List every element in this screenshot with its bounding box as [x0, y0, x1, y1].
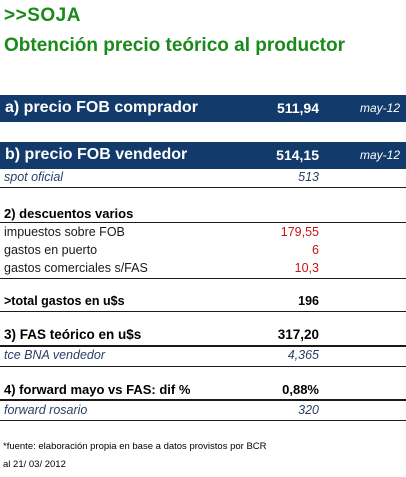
descuento-label: gastos comerciales s/FAS: [4, 261, 148, 275]
fas-value: 317,20: [277, 327, 319, 342]
list-item: gastos comerciales s/FAS 10,3: [0, 260, 406, 278]
divider: [0, 345, 406, 347]
forward-row: 4) forward mayo vs FAS: dif % 0,88%: [0, 381, 406, 399]
descuentos-title: 2) descuentos varios: [4, 206, 134, 221]
forward-value: 0,88%: [282, 382, 319, 397]
spot-label: spot oficial: [4, 170, 64, 184]
fob-vendedor-value: 514,15: [276, 147, 319, 163]
list-item: gastos en puerto 6: [0, 242, 406, 260]
footer-date: al 21/ 03/ 2012: [3, 459, 66, 470]
forward-label: 4) forward mayo vs FAS: dif %: [4, 382, 191, 397]
forward-rosario-value: 320: [298, 403, 319, 417]
page-subtitle: Obtención precio teórico al productor: [4, 35, 345, 56]
fob-vendedor-band: b) precio FOB vendedor 514,15 may-12: [0, 142, 406, 169]
forward-rosario-label: forward rosario: [4, 403, 88, 417]
list-item: impuestos sobre FOB 179,55: [0, 224, 406, 242]
fob-comprador-band: a) precio FOB comprador 511,94 may-12: [0, 95, 406, 122]
total-gastos-row: >total gastos en u$s 196: [0, 293, 406, 311]
divider: [0, 278, 406, 279]
fob-vendedor-label: b) precio FOB vendedor: [5, 146, 188, 163]
descuento-label: impuestos sobre FOB: [4, 225, 125, 239]
descuento-label: gastos en puerto: [4, 243, 98, 257]
divider: [0, 187, 406, 188]
divider: [0, 222, 406, 223]
fas-row: 3) FAS teórico en u$s 317,20: [0, 326, 406, 344]
page-title: >>SOJA: [4, 5, 81, 26]
descuento-value: 10,3: [294, 261, 319, 275]
total-gastos-value: 196: [298, 294, 319, 308]
descuento-value: 179,55: [280, 225, 319, 239]
descuentos-header-row: 2) descuentos varios: [0, 205, 406, 223]
descuento-value: 6: [312, 243, 319, 257]
fob-comprador-label: a) precio FOB comprador: [5, 99, 198, 116]
tce-label: tce BNA vendedor: [4, 348, 105, 362]
divider: [0, 311, 406, 312]
fas-label: 3) FAS teórico en u$s: [4, 327, 142, 342]
divider: [0, 420, 406, 421]
forward-rosario-row: forward rosario 320: [0, 402, 406, 420]
divider: [0, 399, 406, 401]
total-gastos-label: >total gastos en u$s: [4, 294, 125, 308]
spot-row: spot oficial 513: [0, 169, 406, 187]
tce-value: 4,365: [287, 348, 319, 362]
fob-comprador-value: 511,94: [276, 100, 319, 116]
footer-source: *fuente: elaboración propia en base a da…: [3, 441, 267, 452]
divider: [0, 366, 406, 367]
fob-vendedor-date: may-12: [359, 148, 400, 162]
tce-row: tce BNA vendedor 4,365: [0, 347, 406, 365]
spot-value: 513: [298, 170, 319, 184]
fob-comprador-date: may-12: [359, 101, 400, 115]
